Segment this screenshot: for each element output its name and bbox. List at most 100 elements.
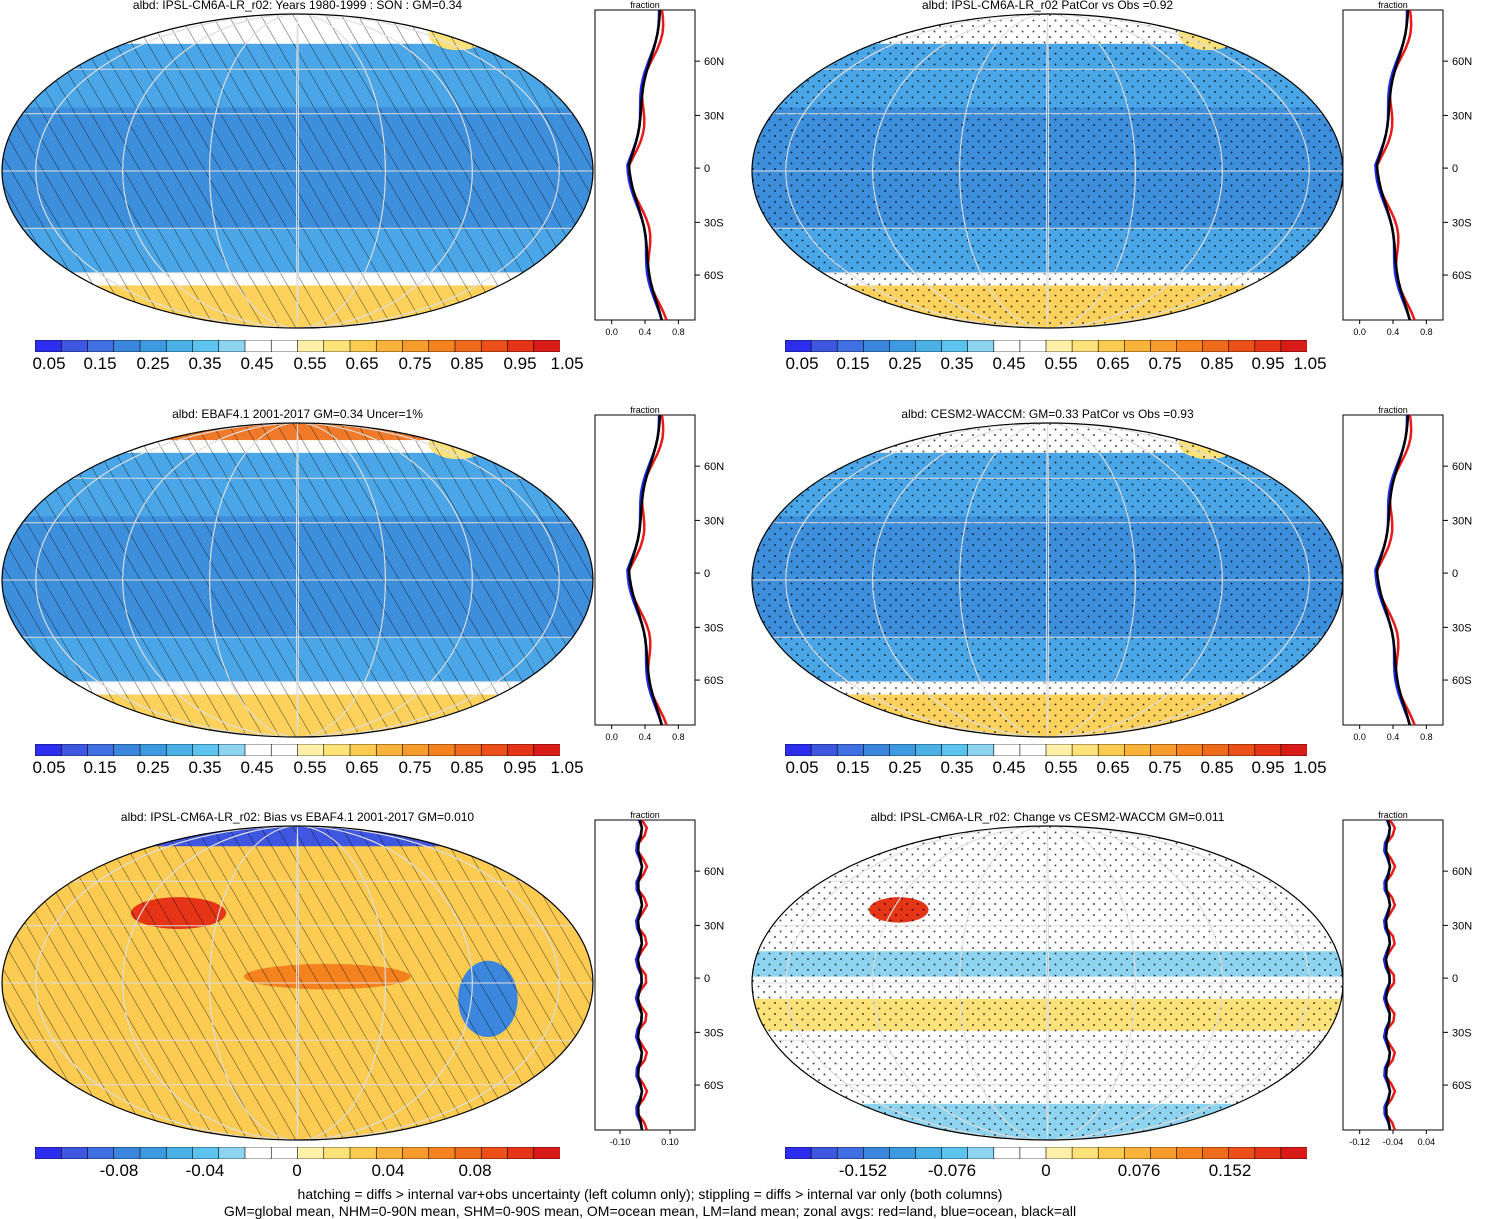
colorbar-swatch <box>428 1147 456 1159</box>
zonal-ytick-label: 30S <box>1452 622 1472 634</box>
zonal-xlabel: fraction <box>630 405 660 415</box>
colorbar-swatch <box>480 744 509 756</box>
colorbar-swatch <box>1123 744 1152 756</box>
graticule-meridian <box>785 14 1310 328</box>
colorbar-swatch <box>1019 1147 1047 1159</box>
zonal-ytick-label: 60S <box>704 1080 724 1092</box>
colorbar-swatch <box>139 744 168 756</box>
colorbar-swatch <box>375 744 404 756</box>
colorbar-swatch <box>139 340 168 352</box>
colorbar-swatch <box>1202 340 1230 352</box>
zonal-xtick-label: -0.12 <box>1349 1137 1370 1147</box>
zonal-ytick-label: 30N <box>1452 515 1472 527</box>
cbar-tick-label: -0.152 <box>838 1161 888 1180</box>
colorbar-swatch <box>1228 340 1256 352</box>
zonal-xtick-label: 0.0 <box>605 327 618 337</box>
zonal-plot-frame <box>594 819 696 1131</box>
robinson-map <box>751 13 1344 329</box>
zonal-ytick-label: 0 <box>704 568 710 580</box>
colorbar-swatch <box>836 1147 865 1159</box>
graticule-meridian <box>959 14 1136 328</box>
colorbar-swatch <box>60 1147 89 1159</box>
cbar-tick-label: 0.25 <box>136 354 170 373</box>
cbar-tick-label: 0.65 <box>1096 758 1130 777</box>
colorbar-swatch <box>165 744 194 756</box>
zonal-ytick-label: 60S <box>704 675 724 687</box>
colorbar <box>785 744 1307 756</box>
zonal-xlabel: fraction <box>630 810 660 820</box>
cbar-tick-label: 1.05 <box>1293 758 1327 777</box>
graticule-meridian <box>872 423 1223 737</box>
zonal-xtick-label: -0.10 <box>610 1137 631 1147</box>
cbar-tick-label: 1.05 <box>550 758 584 777</box>
cbar-tick-label: 0.05 <box>32 354 66 373</box>
colorbar-swatch <box>1254 1147 1282 1159</box>
colorbar-swatch <box>113 1147 141 1159</box>
colorbar-swatch <box>1019 744 1047 756</box>
zonal-ytick-label: 60S <box>1452 675 1472 687</box>
colorbar-swatch <box>480 340 509 352</box>
graticule-meridian <box>785 826 1310 1140</box>
colorbar-swatch <box>1045 1147 1073 1159</box>
graticule-meridian <box>209 826 386 1140</box>
zonal-ytick-label: 60N <box>1452 461 1472 473</box>
cbar-tick-label: 0.65 <box>345 354 379 373</box>
panel-title: albd: IPSL-CM6A-LR_r02: Change vs CESM2-… <box>870 810 1225 824</box>
colorbar <box>35 340 560 352</box>
cbar-tick-label: 0.35 <box>940 758 974 777</box>
colorbar-swatch <box>428 744 456 756</box>
colorbar-swatch <box>113 744 141 756</box>
colorbar-swatch <box>35 744 63 756</box>
zonal-xlabel: fraction <box>630 0 660 10</box>
colorbar-swatch <box>967 340 995 352</box>
colorbar-swatch <box>349 1147 378 1159</box>
cbar-tick-label: 0.15 <box>836 758 870 777</box>
colorbar-swatch <box>218 340 246 352</box>
colorbar-swatch <box>941 744 969 756</box>
zonal-ytick-label: 60S <box>1452 270 1472 282</box>
colorbar-swatch <box>1176 744 1204 756</box>
colorbar-swatch <box>863 340 891 352</box>
colorbar-swatch <box>1071 340 1100 352</box>
colorbar-swatch <box>1071 744 1100 756</box>
colorbar-swatch <box>1280 1147 1307 1159</box>
zonal-ytick-label: 30N <box>1452 920 1472 932</box>
zonal-line-all <box>627 9 664 321</box>
colorbar-swatch <box>785 1147 812 1159</box>
colorbar-swatch <box>244 340 273 352</box>
zonal-xtick-label: 0.8 <box>1420 327 1433 337</box>
colorbar-swatch <box>1202 1147 1230 1159</box>
graticule-meridian <box>35 14 560 328</box>
zonal-line-ocean <box>1374 414 1411 726</box>
graticule-meridian <box>872 14 1223 328</box>
colorbar-swatch <box>35 1147 63 1159</box>
cbar-tick-label: 0.65 <box>345 758 379 777</box>
cbar-tick-label: 0.95 <box>1251 758 1285 777</box>
zonal-ytick-label: 0 <box>1452 973 1458 985</box>
colorbar-swatch <box>915 1147 943 1159</box>
colorbar-swatch <box>349 340 378 352</box>
colorbar-swatch <box>323 744 351 756</box>
cbar-tick-label: 0.05 <box>785 354 819 373</box>
colorbar-swatch <box>270 340 299 352</box>
zonal-xtick-label: 0.8 <box>672 327 685 337</box>
colorbar-swatch <box>967 744 995 756</box>
colorbar-swatch <box>533 340 560 352</box>
colorbar-swatch <box>60 340 89 352</box>
cbar-tick-label: 0.95 <box>503 354 537 373</box>
colorbar-swatch <box>297 744 325 756</box>
zonal-ytick-label: 60N <box>1452 866 1472 878</box>
cbar-tick-label: 0.04 <box>371 1161 405 1180</box>
colorbar-swatch <box>297 340 325 352</box>
colorbar-swatch <box>993 744 1021 756</box>
zonal-xtick-label: 0.4 <box>1387 327 1400 337</box>
cbar-tick-label: 0.75 <box>398 354 432 373</box>
colorbar-swatch <box>836 744 865 756</box>
colorbar-swatch <box>454 340 483 352</box>
zonal-plot-frame <box>594 414 696 726</box>
zonal-xtick-label: 0.0 <box>605 732 618 742</box>
zonal-ytick-label: 30S <box>704 217 724 229</box>
colorbar-swatch <box>889 340 917 352</box>
colorbar-swatch <box>1097 744 1126 756</box>
zonal-ytick-label: 30N <box>1452 110 1472 122</box>
